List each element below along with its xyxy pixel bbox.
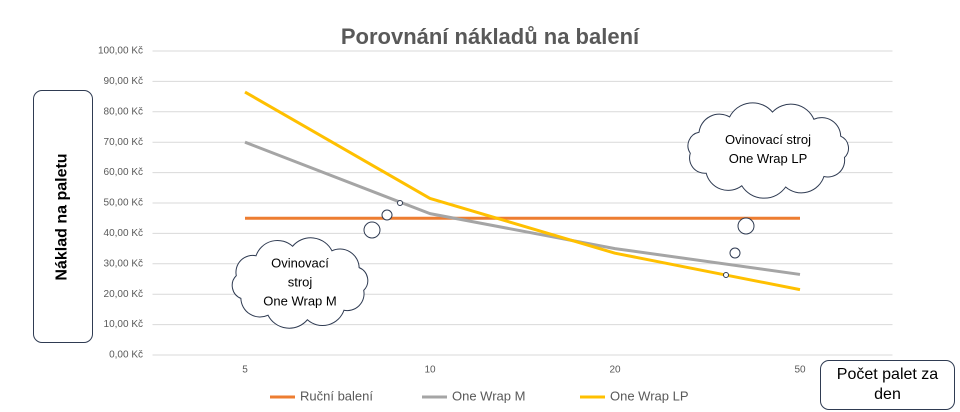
x-tick-label: 5 bbox=[242, 365, 248, 376]
x-axis-title: Počet palet za den bbox=[836, 366, 939, 403]
cloud bbox=[231, 237, 369, 329]
annotation-text: stroj bbox=[288, 274, 313, 289]
series-line bbox=[244, 90, 801, 292]
y-tick-label: 10,00 Kč bbox=[104, 319, 143, 330]
thought-bubble bbox=[723, 272, 729, 278]
legend-label: One Wrap LP bbox=[610, 388, 689, 403]
y-tick-label: 60,00 Kč bbox=[104, 167, 143, 178]
y-tick-label: 70,00 Kč bbox=[104, 137, 143, 148]
annotation-text: Ovinovací bbox=[271, 255, 329, 270]
annotation-text: Ovinovací stroj bbox=[725, 132, 811, 147]
cloud bbox=[687, 102, 849, 199]
thought-bubble bbox=[397, 200, 403, 206]
x-axis-title-box: Počet palet za den bbox=[820, 360, 955, 410]
annotation-text: One Wrap LP bbox=[729, 151, 808, 166]
annotation-text: One Wrap M bbox=[263, 293, 336, 308]
series-layer: Ruční balení One Wrap M One Wrap LP bbox=[244, 90, 801, 403]
thought-bubble bbox=[381, 209, 393, 221]
thought-bubble bbox=[737, 217, 755, 235]
thought-bubble bbox=[729, 247, 741, 259]
chart-title: Porovnání nákladů na balení bbox=[341, 24, 640, 49]
y-tick-label: 80,00 Kč bbox=[104, 106, 143, 117]
y-tick-label: 40,00 Kč bbox=[104, 228, 143, 239]
legend-label: One Wrap M bbox=[452, 388, 525, 403]
x-tick-label: 10 bbox=[424, 365, 436, 376]
series-line bbox=[244, 140, 801, 276]
y-tick-label: 20,00 Kč bbox=[104, 289, 143, 300]
legend-label: Ruční balení bbox=[300, 388, 373, 403]
y-tick-label: 0,00 Kč bbox=[109, 350, 143, 361]
grid: 0,00 Kč 10,00 Kč 20,00 Kč 30,00 Kč 40,00 Kč 5… bbox=[98, 46, 893, 376]
y-tick-label: 100,00 Kč bbox=[98, 46, 143, 57]
y-tick-label: 50,00 Kč bbox=[104, 198, 143, 209]
x-tick-label: 50 bbox=[794, 365, 806, 376]
thought-bubble bbox=[363, 221, 381, 239]
y-axis-title: Náklad na paletu bbox=[54, 152, 71, 281]
y-tick-label: 30,00 Kč bbox=[104, 258, 143, 269]
annotations: Ovinovací stroj One Wrap LP Ovinovací stroj… bbox=[231, 102, 849, 329]
x-tick-label: 20 bbox=[609, 365, 621, 376]
y-axis-title-box: Náklad na paletu bbox=[33, 90, 93, 343]
y-tick-label: 90,00 Kč bbox=[104, 76, 143, 87]
